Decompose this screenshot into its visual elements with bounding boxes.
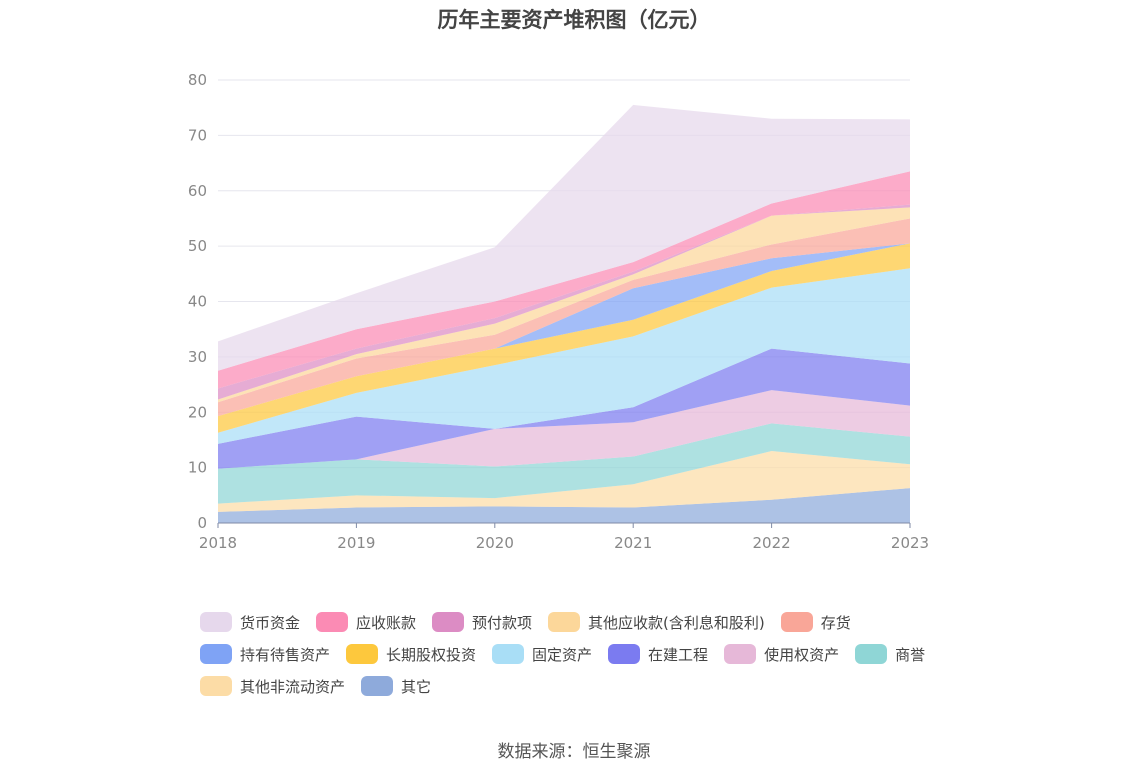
legend-label: 使用权资产 [764, 645, 840, 664]
legend-swatch [855, 644, 888, 664]
y-tick-label: 70 [188, 126, 207, 144]
legend-item[interactable]: 在建工程 [608, 642, 708, 666]
area-series-layer [218, 104, 910, 523]
y-tick-label: 20 [188, 403, 207, 421]
legend-swatch [346, 644, 379, 664]
legend-item[interactable]: 其他应收款(含利息和股利) [548, 610, 765, 634]
area-其他非流动资产[interactable] [218, 451, 910, 512]
area-使用权资产[interactable] [218, 390, 910, 469]
legend-swatch [608, 644, 641, 664]
legend-swatch [200, 676, 232, 696]
y-tick-label: 40 [188, 293, 207, 311]
area-持有待售资产[interactable] [218, 243, 910, 417]
legend-swatch [316, 612, 349, 632]
y-tick-label: 30 [188, 348, 207, 366]
legend-swatch [200, 644, 232, 664]
legend-label: 其它 [401, 677, 432, 696]
legend-label: 存货 [820, 613, 851, 632]
x-tick-label: 2019 [337, 534, 375, 552]
x-tick-label: 2021 [614, 534, 652, 552]
legend-swatch [724, 644, 757, 664]
legend-item[interactable]: 其它 [361, 674, 431, 698]
legend-item[interactable]: 预付款项 [432, 610, 532, 634]
area-其他应收款(含利息和股利)[interactable] [218, 207, 910, 403]
legend-swatch [432, 612, 465, 632]
legend-swatch [200, 612, 232, 632]
legend-label: 持有待售资产 [240, 645, 331, 664]
area-货币资金[interactable] [218, 104, 910, 371]
x-tick-label: 2020 [476, 534, 514, 552]
legend-item[interactable]: 使用权资产 [724, 642, 839, 666]
legend-label: 预付款项 [472, 613, 533, 632]
legend-item[interactable]: 固定资产 [492, 642, 592, 666]
legend-item[interactable]: 货币资金 [200, 610, 300, 634]
area-应收账款[interactable] [218, 171, 910, 389]
legend-label: 固定资产 [532, 645, 593, 664]
y-tick-label: 50 [188, 237, 207, 255]
x-tick-label: 2022 [753, 534, 791, 552]
stacked-area-chart: 0 10 20 30 40 50 60 70 80 2018 2019 2020 2021 2022 202… [188, 71, 929, 552]
area-长期股权投资[interactable] [218, 243, 910, 433]
legend-item[interactable]: 应收账款 [316, 610, 416, 634]
source-note: 数据来源：恒生聚源 [497, 742, 651, 762]
legend-label: 在建工程 [648, 645, 709, 664]
y-tick-label: 10 [188, 459, 207, 477]
legend-swatch [780, 612, 813, 632]
legend-label: 其他非流动资产 [240, 677, 346, 696]
legend-label: 长期股权投资 [386, 645, 477, 664]
legend-swatch [492, 644, 525, 664]
axes: 0 10 20 30 40 50 60 70 80 2018 2019 2020 2021 2022 202… [188, 71, 929, 552]
legend-item[interactable]: 其他非流动资产 [200, 674, 345, 698]
legend-label: 货币资金 [240, 613, 301, 632]
y-tick-label: 0 [197, 514, 207, 532]
area-固定资产[interactable] [218, 268, 910, 444]
legend-item[interactable]: 商誉 [855, 642, 925, 666]
legend-swatch [361, 676, 394, 696]
area-商誉[interactable] [218, 423, 910, 504]
legend-item[interactable]: 持有待售资产 [200, 642, 330, 666]
chart-title: 历年主要资产堆积图（亿元） [437, 8, 711, 32]
area-其它[interactable] [218, 488, 910, 523]
x-tick-label: 2018 [199, 534, 237, 552]
legend-swatch [548, 612, 581, 632]
legend-label: 商誉 [895, 645, 926, 664]
x-tick-label: 2023 [891, 534, 929, 552]
legend-item[interactable]: 长期股权投资 [346, 642, 476, 666]
area-存货[interactable] [218, 218, 910, 417]
legend-label: 应收账款 [356, 613, 417, 632]
legend-label: 其他应收款(含利息和股利) [588, 613, 765, 632]
area-在建工程[interactable] [218, 348, 910, 469]
legend-item[interactable]: 存货 [780, 610, 851, 634]
y-tick-label: 80 [188, 71, 207, 89]
legend[interactable]: 货币资金 应收账款 预付款项 其他应收款(含利息和股利) 存货持有待售资产 长期股权投资 固… [200, 606, 960, 702]
y-tick-label: 60 [188, 182, 207, 200]
